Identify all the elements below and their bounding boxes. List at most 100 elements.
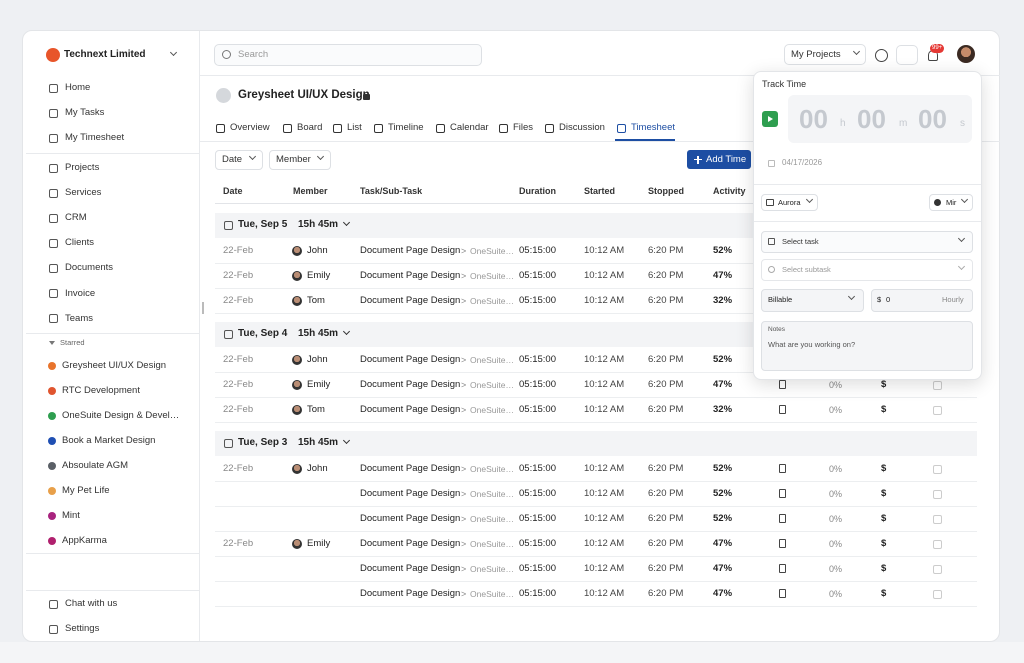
add-button[interactable] (896, 45, 918, 65)
nav-item[interactable]: My Timesheet (65, 132, 125, 143)
starred-project[interactable]: Absoulate AGM (62, 460, 129, 471)
tab[interactable]: Timesheet (631, 122, 675, 133)
nav-item[interactable]: CRM (65, 212, 87, 224)
rate-input[interactable] (871, 289, 973, 312)
tab[interactable]: Overview (230, 122, 270, 133)
row-duration: 05:15:00 (519, 587, 556, 599)
filter-dropdown[interactable] (269, 150, 331, 170)
row-started: 10:12 AM (584, 587, 625, 599)
row-subtask: OneSuite… (470, 379, 514, 390)
starred-project[interactable]: Book a Market Design (62, 435, 156, 446)
note-icon[interactable] (779, 563, 786, 573)
starred-project[interactable]: Greysheet UI/UX Design (62, 360, 167, 371)
note-icon[interactable] (779, 538, 786, 548)
starred-project[interactable]: OneSuite Design & Devel… (62, 410, 180, 421)
nav-item[interactable]: Settings (65, 623, 100, 634)
icon (215, 123, 225, 133)
billing-select[interactable] (761, 289, 864, 312)
divider (754, 221, 981, 222)
project-select[interactable] (761, 194, 818, 211)
task-select[interactable] (761, 231, 973, 253)
divider (215, 203, 977, 204)
starred-project[interactable]: AppKarma (62, 535, 107, 546)
row-duration: 05:15:00 (519, 354, 556, 365)
play-icon (768, 115, 773, 122)
subtask-separator: > (461, 379, 467, 390)
divider (26, 153, 199, 154)
starred-project[interactable]: Mint (62, 510, 80, 521)
row-date: 22-Feb (223, 403, 254, 415)
tab[interactable]: Timeline (388, 122, 424, 133)
nav-item[interactable]: My Tasks (65, 107, 105, 118)
subtask-select[interactable] (761, 259, 973, 281)
row-checkbox[interactable] (933, 465, 942, 474)
tab[interactable]: Board (297, 122, 323, 133)
note-icon[interactable] (779, 588, 786, 598)
row-started: 10:12 AM (584, 378, 625, 390)
column-header: Activity (713, 186, 746, 196)
row-idle: 0% (829, 404, 843, 415)
icon (48, 108, 58, 118)
starred-project[interactable]: RTC Development (62, 385, 140, 396)
note-icon[interactable] (779, 464, 786, 473)
divider (215, 312, 977, 314)
nav-item[interactable]: Documents (65, 262, 114, 274)
nav-item[interactable]: Chat with us (65, 598, 118, 609)
divider (26, 553, 199, 554)
row-task: Document Page Design (360, 587, 461, 599)
project-menu[interactable] (784, 44, 866, 65)
filter-dropdown[interactable] (215, 150, 263, 170)
tab-underline (615, 139, 675, 141)
row-checkbox[interactable] (933, 489, 942, 499)
nav-item[interactable]: Projects (65, 162, 100, 173)
tab[interactable]: List (347, 122, 362, 133)
member-select[interactable] (929, 194, 973, 211)
divider (215, 421, 977, 423)
row-member: Emily (307, 537, 331, 549)
billing-select-label: Billable (768, 295, 793, 304)
row-activity: 52% (713, 512, 733, 524)
add-time-button[interactable] (687, 150, 751, 169)
icon (48, 624, 58, 634)
note-icon[interactable] (779, 404, 786, 414)
nav-item[interactable]: Teams (65, 312, 93, 324)
note-icon[interactable] (779, 488, 786, 498)
tab[interactable]: Calendar (450, 122, 489, 133)
row-billing: $ (881, 487, 887, 499)
row-checkbox[interactable] (933, 405, 942, 415)
timer-button[interactable] (875, 49, 888, 62)
row-subtask: OneSuite… (470, 563, 514, 574)
row-date: 22-Feb (223, 354, 254, 365)
filter-label: Member (276, 154, 311, 165)
project-dot (48, 362, 56, 370)
row-checkbox[interactable] (933, 539, 942, 549)
note-icon[interactable] (779, 513, 786, 523)
row-member: John (307, 354, 328, 365)
row-checkbox[interactable] (933, 514, 942, 524)
group-total: 15h 45m (298, 219, 339, 230)
nav-item[interactable]: Invoice (65, 287, 96, 299)
row-idle: 0% (829, 379, 843, 390)
subtask-separator: > (461, 246, 467, 256)
search-box[interactable] (214, 44, 482, 66)
tab[interactable]: Discussion (559, 122, 605, 133)
row-checkbox[interactable] (933, 380, 942, 390)
project-dot (48, 412, 56, 420)
nav-item[interactable]: Clients (65, 237, 95, 249)
row-checkbox[interactable] (933, 564, 942, 574)
note-icon[interactable] (779, 379, 786, 389)
row-duration: 05:15:00 (519, 294, 556, 306)
row-subtask: OneSuite… (470, 538, 514, 549)
starred-project[interactable]: My Pet Life (62, 485, 110, 496)
workspace-name[interactable]: Technext Limited (64, 49, 146, 60)
row-checkbox[interactable] (933, 589, 942, 599)
nav-item[interactable]: Services (65, 187, 102, 199)
user-avatar[interactable] (957, 45, 975, 63)
icon (48, 238, 58, 248)
row-member: Tom (307, 294, 325, 306)
notes-input[interactable] (761, 321, 973, 371)
nav-item[interactable]: Home (65, 82, 91, 93)
tab[interactable]: Files (513, 122, 534, 133)
icon (48, 83, 58, 93)
